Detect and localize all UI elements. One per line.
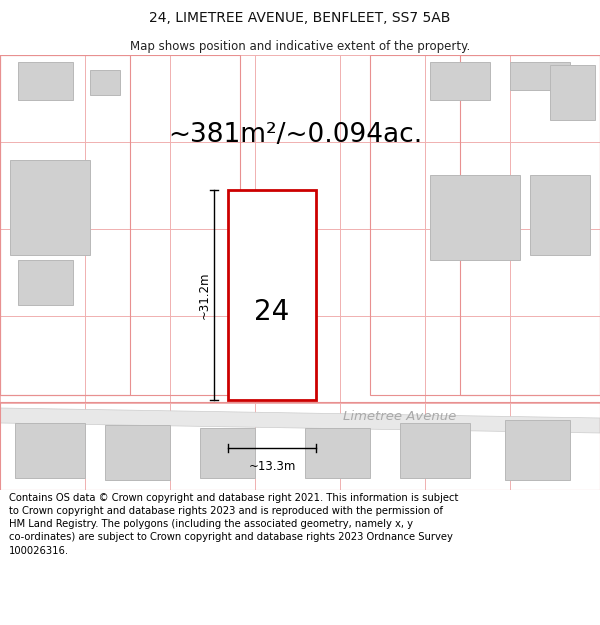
Bar — [236, 270, 308, 360]
Bar — [0, 55, 130, 395]
Bar — [550, 65, 595, 120]
Text: Contains OS data © Crown copyright and database right 2021. This information is : Contains OS data © Crown copyright and d… — [9, 492, 458, 556]
Bar — [18, 260, 73, 305]
Text: Limetree Avenue: Limetree Avenue — [343, 411, 457, 424]
Bar — [0, 55, 240, 395]
Bar — [505, 420, 570, 480]
Bar — [510, 62, 570, 90]
Bar — [18, 62, 73, 100]
Bar — [200, 428, 255, 478]
Bar — [10, 160, 90, 255]
Bar — [460, 55, 600, 395]
Bar — [105, 425, 170, 480]
Bar — [90, 70, 120, 95]
Text: ~381m²/~0.094ac.: ~381m²/~0.094ac. — [168, 122, 422, 148]
Polygon shape — [0, 408, 600, 433]
Bar — [228, 190, 316, 400]
Text: Map shows position and indicative extent of the property.: Map shows position and indicative extent… — [130, 39, 470, 52]
Bar — [430, 62, 490, 100]
Text: 24, LIMETREE AVENUE, BENFLEET, SS7 5AB: 24, LIMETREE AVENUE, BENFLEET, SS7 5AB — [149, 11, 451, 25]
Bar — [15, 423, 85, 478]
Bar — [430, 175, 520, 260]
Bar — [305, 428, 370, 478]
Bar — [530, 175, 590, 255]
Bar — [0, 402, 600, 490]
Text: 24: 24 — [254, 298, 290, 326]
Text: ~13.3m: ~13.3m — [248, 459, 296, 472]
Text: ~31.2m: ~31.2m — [197, 271, 211, 319]
Bar — [400, 423, 470, 478]
Bar — [370, 55, 600, 395]
